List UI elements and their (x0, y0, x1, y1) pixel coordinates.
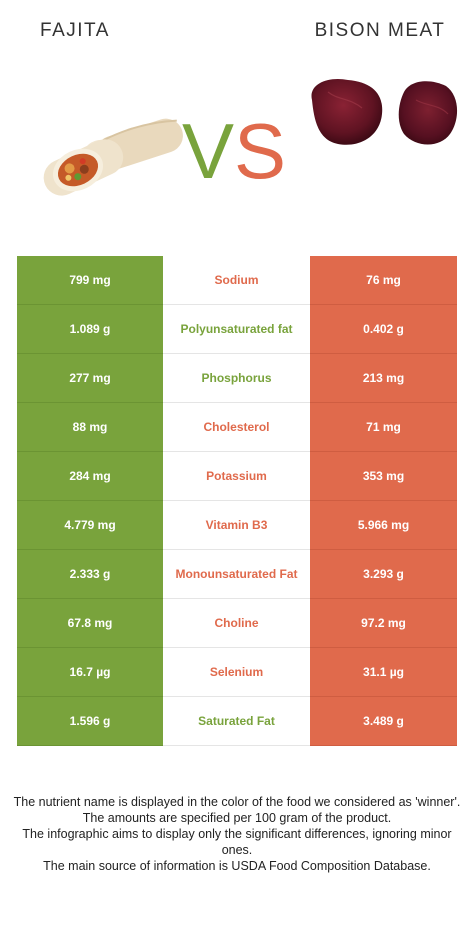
right-value: 3.489 g (310, 697, 457, 746)
nutrient-name: Cholesterol (163, 403, 310, 452)
left-food-title: FAJITA (40, 20, 110, 41)
table-row: 284 mg Potassium 353 mg (17, 452, 457, 501)
left-value: 1.596 g (17, 697, 163, 746)
left-value: 799 mg (17, 256, 163, 305)
right-value: 5.966 mg (310, 501, 457, 550)
left-value: 2.333 g (17, 550, 163, 599)
svg-text:V: V (182, 107, 234, 195)
nutrient-name: Saturated Fat (163, 697, 310, 746)
left-value: 284 mg (17, 452, 163, 501)
nutrient-name: Vitamin B3 (163, 501, 310, 550)
table-row: 4.779 mg Vitamin B3 5.966 mg (17, 501, 457, 550)
svg-text:S: S (234, 107, 286, 195)
nutrient-name: Selenium (163, 648, 310, 697)
nutrient-name: Potassium (163, 452, 310, 501)
left-value: 16.7 µg (17, 648, 163, 697)
footnote-line: The amounts are specified per 100 gram o… (82, 811, 392, 825)
left-value: 4.779 mg (17, 501, 163, 550)
table-row: 1.089 g Polyunsaturated fat 0.402 g (17, 305, 457, 354)
right-value: 76 mg (310, 256, 457, 305)
fajita-image (43, 118, 183, 196)
vs-label: V S (182, 107, 286, 195)
nutrient-name: Sodium (163, 256, 310, 305)
table-row: 67.8 mg Choline 97.2 mg (17, 599, 457, 648)
footnote-line: The main source of information is USDA F… (43, 859, 431, 873)
table-row: 277 mg Phosphorus 213 mg (17, 354, 457, 403)
nutrient-name: Polyunsaturated fat (163, 305, 310, 354)
left-value: 88 mg (17, 403, 163, 452)
footnote-line: The infographic aims to display only the… (22, 827, 452, 857)
bison-meat-image (311, 78, 458, 145)
right-value: 0.402 g (310, 305, 457, 354)
comparison-table: 799 mg Sodium 76 mg 1.089 g Polyunsatura… (17, 256, 457, 746)
table-row: 16.7 µg Selenium 31.1 µg (17, 648, 457, 697)
left-value: 1.089 g (17, 305, 163, 354)
left-value: 277 mg (17, 354, 163, 403)
right-value: 353 mg (310, 452, 457, 501)
footnote-line: The nutrient name is displayed in the co… (13, 795, 461, 809)
right-value: 31.1 µg (310, 648, 457, 697)
right-value: 71 mg (310, 403, 457, 452)
nutrient-name: Phosphorus (163, 354, 310, 403)
right-value: 3.293 g (310, 550, 457, 599)
right-food-title: BISON MEAT (314, 20, 446, 41)
table-row: 2.333 g Monounsaturated Fat 3.293 g (17, 550, 457, 599)
nutrient-name: Choline (163, 599, 310, 648)
left-value: 67.8 mg (17, 599, 163, 648)
right-value: 97.2 mg (310, 599, 457, 648)
footnote: The nutrient name is displayed in the co… (10, 794, 464, 874)
right-value: 213 mg (310, 354, 457, 403)
table-row: 799 mg Sodium 76 mg (17, 256, 457, 305)
table-row: 88 mg Cholesterol 71 mg (17, 403, 457, 452)
table-row: 1.596 g Saturated Fat 3.489 g (17, 697, 457, 746)
nutrient-name: Monounsaturated Fat (163, 550, 310, 599)
